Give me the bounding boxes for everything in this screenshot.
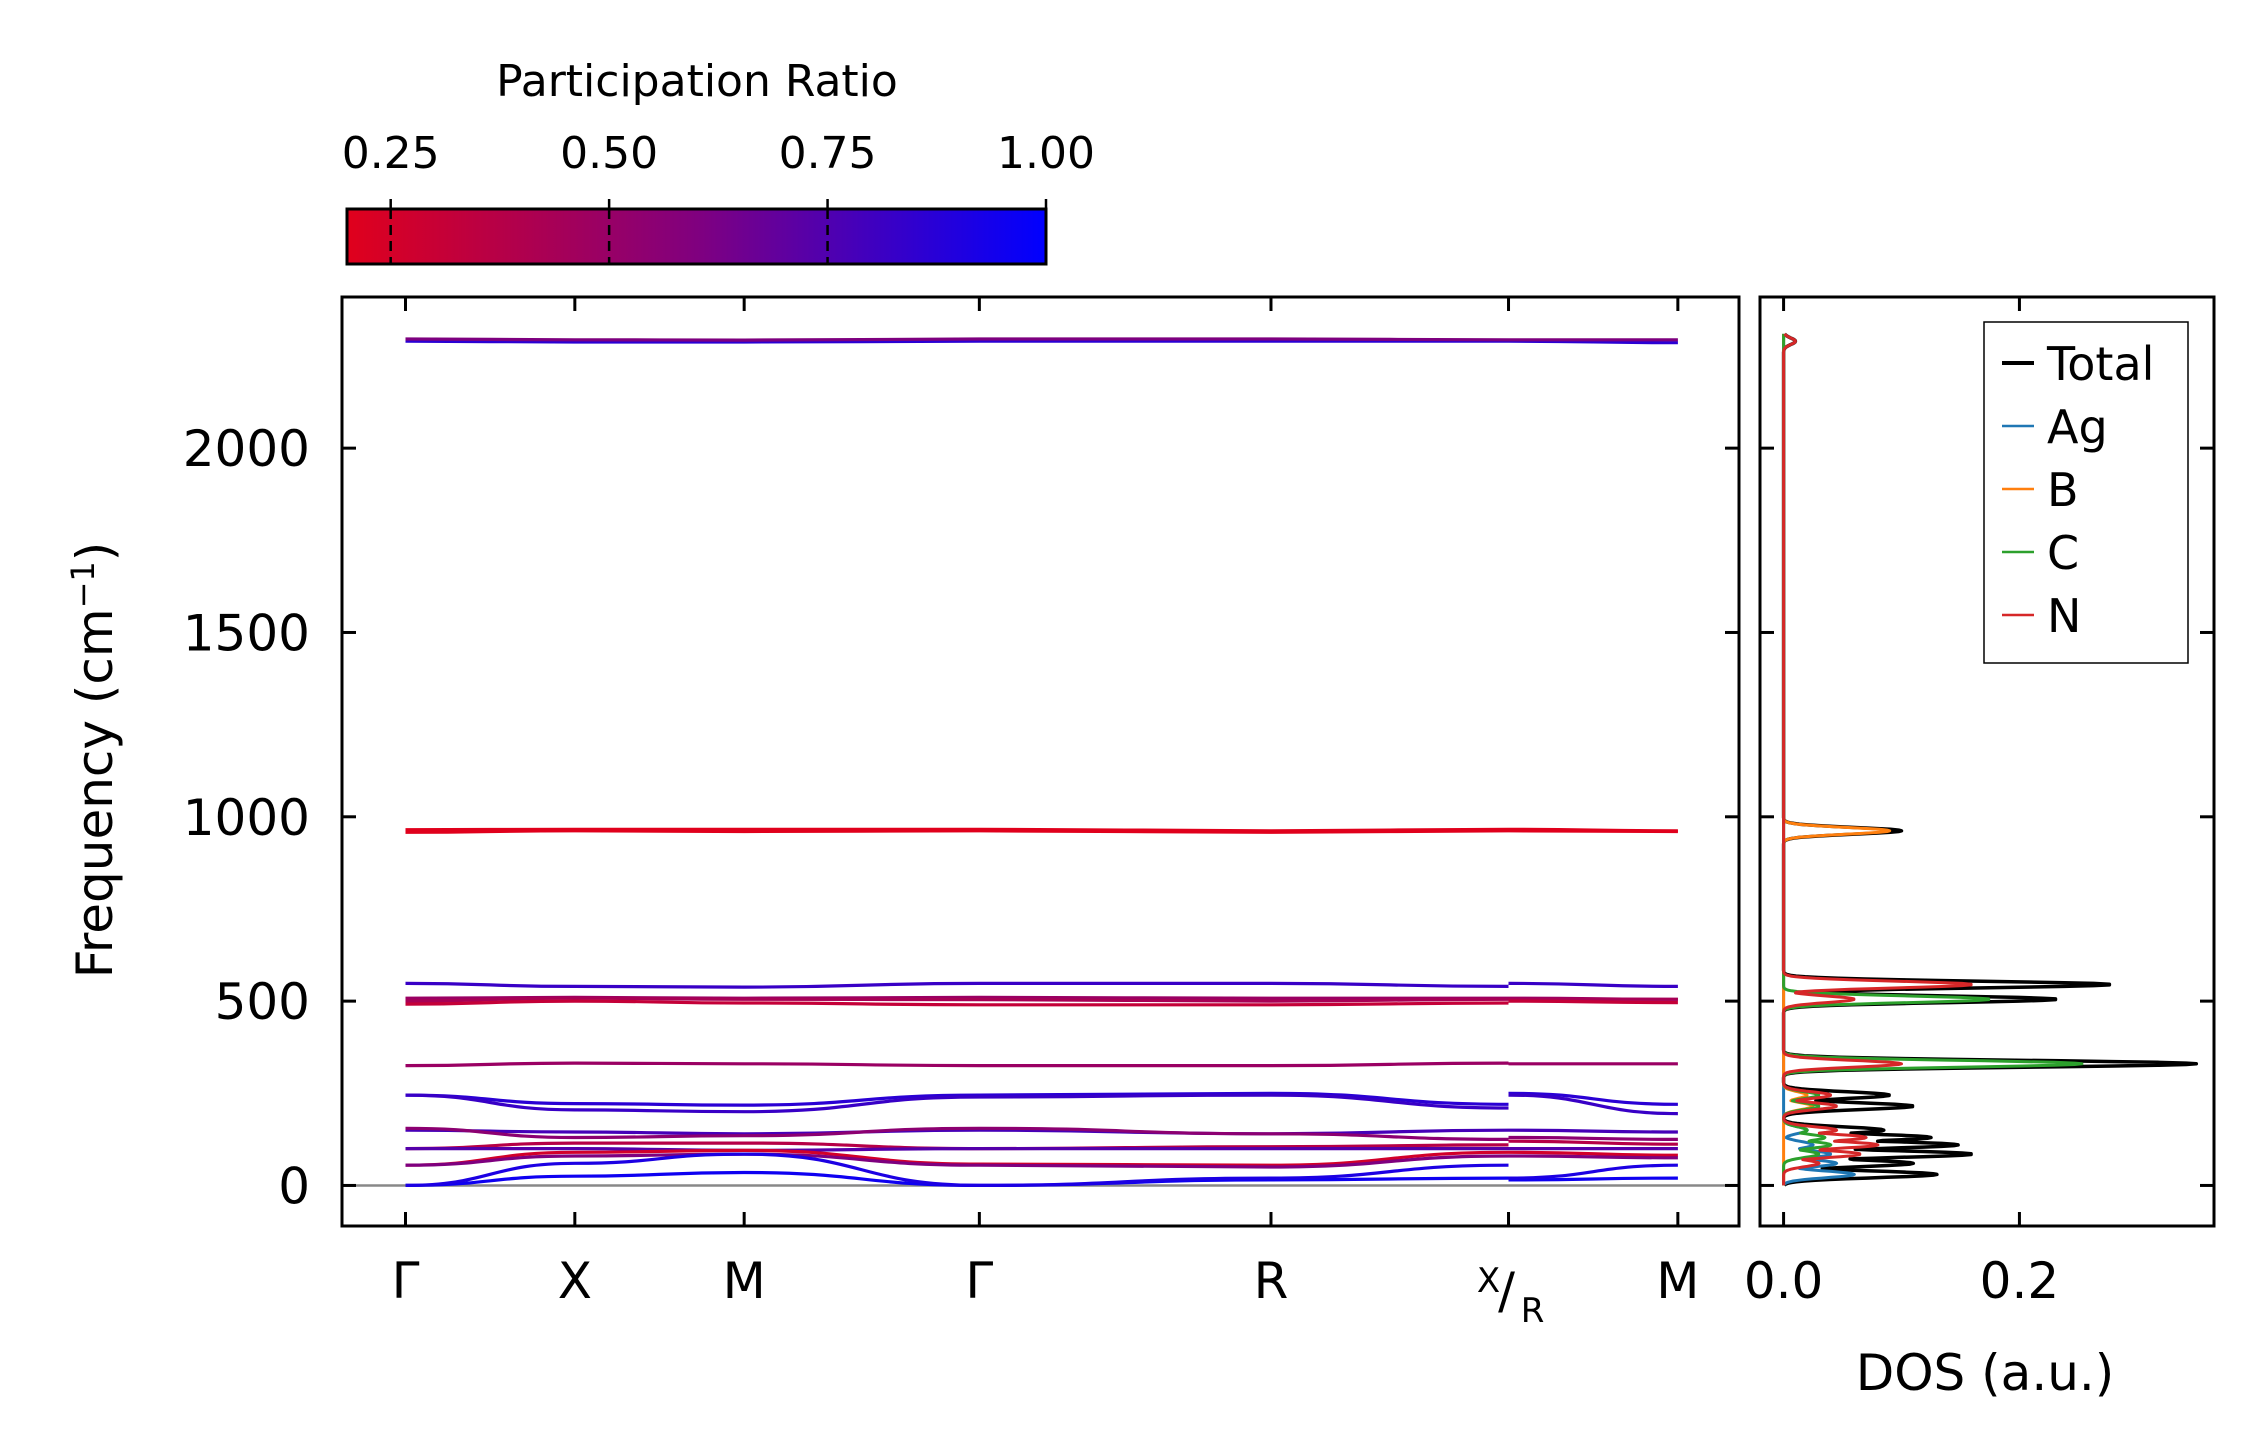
band-line [1508, 1176, 1678, 1182]
x-tick-label: Γ [392, 1252, 420, 1310]
legend-label: Ag [2047, 400, 2108, 454]
band-line [405, 1061, 1509, 1068]
band-line [405, 1141, 1509, 1151]
band-line [405, 1093, 1509, 1114]
band-line [1508, 1128, 1678, 1134]
colorbar-ticks: 0.25 0.50 0.75 1.00 [342, 128, 1095, 264]
band-line [1508, 1091, 1678, 1106]
band-line [1508, 1135, 1678, 1141]
band-plot-frame [340, 295, 1741, 1228]
colorbar-tick-label: 0.50 [560, 128, 658, 179]
band-line [405, 999, 1509, 1007]
band-line [1508, 1093, 1678, 1116]
legend-items: Total Ag BCN [2002, 337, 2154, 643]
band-line [405, 996, 1509, 1003]
y-tick-label: 2000 [183, 420, 310, 478]
y-axis-label-end: ) [66, 542, 124, 562]
x-tick-label: X [1477, 1261, 1500, 1301]
x-tick-label-slash: / [1498, 1262, 1515, 1320]
x-tick-label: R [1521, 1291, 1545, 1331]
band-line [405, 1170, 1509, 1188]
band-line [1508, 1150, 1678, 1157]
band-line [405, 1148, 1509, 1167]
band-line [1508, 1163, 1678, 1180]
colorbar-tick-label: 0.25 [342, 128, 440, 179]
band-line [405, 1126, 1509, 1141]
dos-series-n [1782, 332, 1973, 1187]
legend: Total Ag BCN [1983, 321, 2189, 664]
dos-lines [1781, 332, 2199, 1187]
band-lines [342, 337, 1739, 1188]
band-line [1508, 999, 1678, 1005]
band-line [1508, 1139, 1678, 1146]
y-tick-label: 500 [215, 973, 310, 1031]
x-tick-label: M [1656, 1252, 1699, 1310]
dos-plot-frame [1758, 295, 2216, 1228]
colorbar: Participation Ratio 0.25 0.50 0.75 1.00 [342, 56, 1095, 266]
dos-x-tick-label: 0.0 [1744, 1252, 1824, 1310]
y-axis-label-sup: −1 [64, 561, 102, 608]
colorbar-tick-label: 0.75 [779, 128, 877, 179]
dos-x-tick-label: 0.2 [1980, 1252, 2060, 1310]
dos-axis-ticks: 0.0 0.2 [1744, 297, 2214, 1310]
y-axis-label-main: Frequency (cm [66, 608, 124, 978]
colorbar-gradient [345, 207, 1048, 266]
colorbar-title: Participation Ratio [496, 56, 898, 107]
band-line [1508, 1154, 1678, 1160]
y-tick-label: 1000 [183, 789, 310, 847]
band-line [1508, 827, 1678, 833]
dos-panel: 0.0 0.2 DOS (a.u.) Total Ag BCN [1744, 295, 2216, 1402]
band-line [405, 981, 1509, 989]
x-tick-label-compound: X/R [1477, 1261, 1544, 1331]
band-line [1508, 339, 1678, 345]
x-axis-label-dos: DOS (a.u.) [1856, 1344, 2115, 1402]
band-line [405, 1091, 1509, 1107]
y-axis-label: Frequency (cm−1) [64, 542, 124, 979]
band-line [405, 1146, 1509, 1153]
band-line [405, 1152, 1509, 1188]
colorbar-tick-label: 1.00 [997, 128, 1095, 179]
x-tick-label: Γ [965, 1252, 993, 1310]
y-tick-label: 0 [278, 1157, 310, 1215]
legend-label: B [2047, 463, 2079, 517]
band-line [405, 1152, 1509, 1169]
legend-box [1983, 321, 2189, 664]
x-tick-label: R [1254, 1252, 1289, 1310]
legend-label: C [2047, 526, 2079, 580]
legend-label: N [2047, 589, 2081, 643]
legend-label: Total [2046, 337, 2154, 391]
x-tick-label: M [723, 1252, 766, 1310]
band-line [405, 339, 1509, 344]
y-tick-label: 1500 [183, 604, 310, 662]
band-line [405, 827, 1509, 833]
x-tick-label: X [558, 1252, 592, 1310]
band-line [405, 337, 1509, 342]
band-line [1508, 981, 1678, 988]
